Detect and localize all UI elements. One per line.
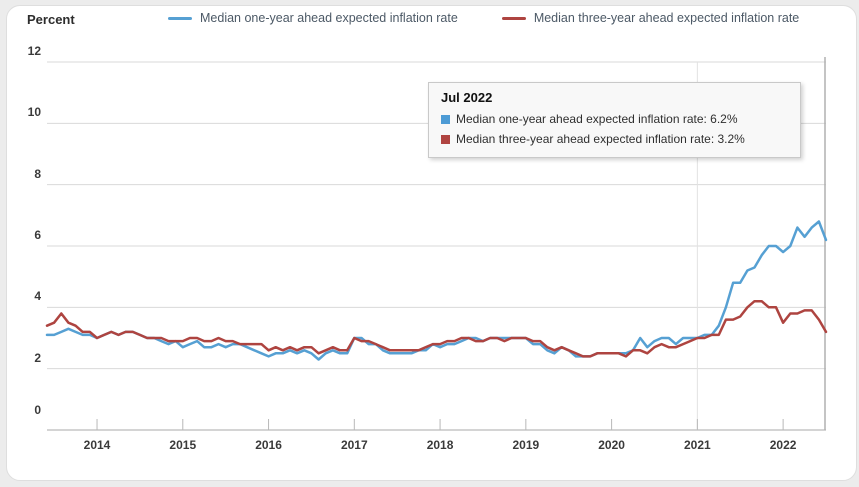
legend-label: Median three-year ahead expected inflati… xyxy=(533,11,800,25)
legend-item-one-year[interactable]: Median one-year ahead expected inflation… xyxy=(168,11,458,25)
hover-tooltip: Jul 2022 Median one-year ahead expected … xyxy=(428,82,801,158)
tooltip-row-one-year: Median one-year ahead expected inflation… xyxy=(441,109,788,129)
series-swatch-icon xyxy=(441,134,450,144)
series-swatch-icon xyxy=(441,114,450,124)
y-tick-label: 4 xyxy=(34,289,41,304)
legend-dash-icon xyxy=(168,16,192,20)
x-tick-label: 2014 xyxy=(83,438,111,452)
x-tick-label: 2020 xyxy=(598,438,625,452)
series-line-three-year[interactable] xyxy=(45,299,828,358)
x-tick-label: 2021 xyxy=(683,438,711,452)
legend-dash-icon xyxy=(501,16,526,20)
x-tick-label: 2016 xyxy=(255,438,282,452)
chart-legend: Median one-year ahead expected inflation… xyxy=(168,11,799,25)
y-axis-title: Percent xyxy=(27,12,75,27)
tooltip-title: Jul 2022 xyxy=(441,90,493,105)
y-tick-label: 2 xyxy=(34,350,41,365)
y-tick-label: 8 xyxy=(34,166,41,181)
x-tick-label: 2017 xyxy=(340,438,368,452)
x-tick-label: 2018 xyxy=(426,438,454,452)
y-tick-label: 10 xyxy=(27,105,41,120)
legend-label: Median one-year ahead expected inflation… xyxy=(200,11,458,25)
tooltip-row-three-year: Median three-year ahead expected inflati… xyxy=(441,129,788,149)
tooltip-row-text: Median three-year ahead expected inflati… xyxy=(456,132,745,146)
tooltip-row-text: Median one-year ahead expected inflation… xyxy=(456,112,738,126)
y-tick-label: 12 xyxy=(27,44,41,58)
x-tick-label: 2015 xyxy=(169,438,197,452)
y-tick-label: 0 xyxy=(34,403,41,417)
legend-item-three-year[interactable]: Median three-year ahead expected inflati… xyxy=(501,11,800,25)
x-tick-label: 2022 xyxy=(769,438,797,452)
x-tick-label: 2019 xyxy=(512,438,540,452)
y-tick-label: 6 xyxy=(34,228,41,242)
